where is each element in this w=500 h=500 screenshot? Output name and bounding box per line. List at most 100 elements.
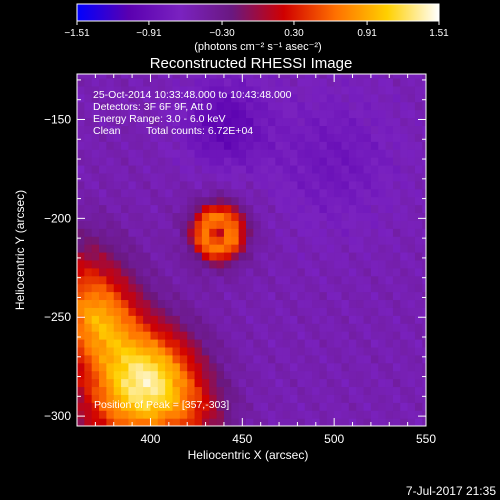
heatmap-cell	[157, 220, 166, 229]
heatmap-cell	[297, 164, 306, 174]
heatmap-cell	[268, 291, 276, 301]
heatmap-cell	[128, 180, 137, 190]
heatmap-cell	[77, 299, 85, 308]
heatmap-cell	[370, 74, 379, 79]
heatmap-cell	[326, 299, 335, 308]
heatmap-cell	[216, 117, 225, 127]
heatmap-cell	[297, 307, 306, 316]
heatmap-cell	[201, 220, 210, 229]
heatmap-cell	[135, 228, 144, 237]
heatmap-cell	[392, 109, 401, 119]
heatmap-cell	[209, 251, 218, 261]
heatmap-cell	[135, 149, 144, 158]
heatmap-cell	[194, 93, 203, 103]
heatmap-cell	[275, 180, 284, 190]
heatmap-cell	[165, 346, 174, 356]
heatmap-cell	[201, 338, 210, 348]
heatmap-cell	[268, 109, 276, 119]
heatmap-cell	[304, 291, 313, 301]
heatmap-cell	[268, 299, 276, 308]
heatmap-cell	[392, 370, 401, 380]
heatmap-cell	[113, 299, 122, 308]
heatmap-cell	[370, 299, 379, 308]
heatmap-cell	[223, 251, 232, 261]
heatmap-cell	[422, 251, 426, 261]
heatmap-cell	[392, 141, 401, 150]
heatmap-cell	[341, 370, 350, 380]
heatmap-cell	[209, 141, 218, 150]
heatmap-cell	[326, 267, 335, 277]
heatmap-cell	[150, 410, 159, 419]
heatmap-cell	[341, 323, 350, 332]
heatmap-cell	[150, 133, 159, 142]
heatmap-cell	[172, 204, 181, 214]
heatmap-cell	[201, 117, 210, 127]
heatmap-cell	[297, 204, 306, 214]
heatmap-cell	[172, 259, 181, 269]
heatmap-cell	[312, 172, 321, 182]
heatmap-cell	[341, 196, 350, 206]
heatmap-cell	[216, 85, 225, 95]
heatmap-cell	[187, 196, 196, 206]
heatmap-cell	[245, 275, 254, 285]
heatmap-cell	[99, 291, 107, 301]
heatmap-cell	[385, 378, 394, 388]
heatmap-cell	[275, 204, 284, 214]
heatmap-cell	[77, 410, 85, 419]
heatmap-cell	[223, 299, 232, 308]
heatmap-cell	[282, 323, 291, 332]
heatmap-cell	[312, 157, 321, 166]
heatmap-cell	[275, 299, 284, 308]
heatmap-cell	[260, 386, 269, 395]
heatmap-cell	[77, 133, 85, 142]
heatmap-cell	[385, 85, 394, 95]
heatmap-cell	[121, 196, 130, 206]
heatmap-cell	[319, 101, 328, 111]
heatmap-cell	[260, 188, 269, 198]
heatmap-cell	[312, 299, 321, 308]
heatmap-cell	[385, 370, 394, 380]
heatmap-cell	[334, 362, 343, 372]
heatmap-cell	[209, 331, 218, 340]
heatmap-cell	[378, 93, 387, 103]
heatmap-cell	[268, 133, 276, 142]
heatmap-cell	[282, 378, 291, 388]
heatmap-cell	[209, 418, 218, 426]
heatmap-cell	[223, 378, 232, 388]
heatmap-cell	[312, 394, 321, 403]
heatmap-cell	[194, 299, 203, 308]
heatmap-cell	[400, 157, 409, 166]
heatmap-cell	[238, 394, 247, 403]
heatmap-cell	[378, 125, 387, 134]
heatmap-cell	[407, 338, 416, 348]
heatmap-cell	[143, 331, 152, 340]
heatmap-cell	[304, 402, 313, 411]
heatmap-cell	[275, 283, 284, 293]
heatmap-cell	[370, 141, 379, 150]
heatmap-cell	[113, 149, 122, 158]
heatmap-cell	[370, 251, 379, 261]
heatmap-cell	[319, 331, 328, 340]
heatmap-cell	[304, 77, 313, 87]
heatmap-cell	[128, 354, 137, 364]
heatmap-cell	[165, 283, 174, 293]
heatmap-cell	[128, 370, 137, 380]
heatmap-cell	[143, 172, 152, 182]
heatmap-cell	[370, 109, 379, 119]
heatmap-cell	[407, 196, 416, 206]
heatmap-cell	[341, 180, 350, 190]
heatmap-cell	[304, 346, 313, 356]
heatmap-cell	[245, 212, 254, 221]
heatmap-cell	[84, 418, 93, 426]
heatmap-cell	[209, 180, 218, 190]
heatmap-cell	[113, 338, 122, 348]
heatmap-cell	[385, 299, 394, 308]
heatmap-cell	[99, 125, 107, 134]
heatmap-cell	[356, 331, 365, 340]
heatmap-cell	[179, 354, 188, 364]
heatmap-cell	[304, 370, 313, 380]
heatmap-cell	[348, 378, 357, 388]
heatmap-cell	[106, 338, 115, 348]
heatmap-cell	[91, 386, 100, 395]
heatmap-cell	[91, 228, 100, 237]
